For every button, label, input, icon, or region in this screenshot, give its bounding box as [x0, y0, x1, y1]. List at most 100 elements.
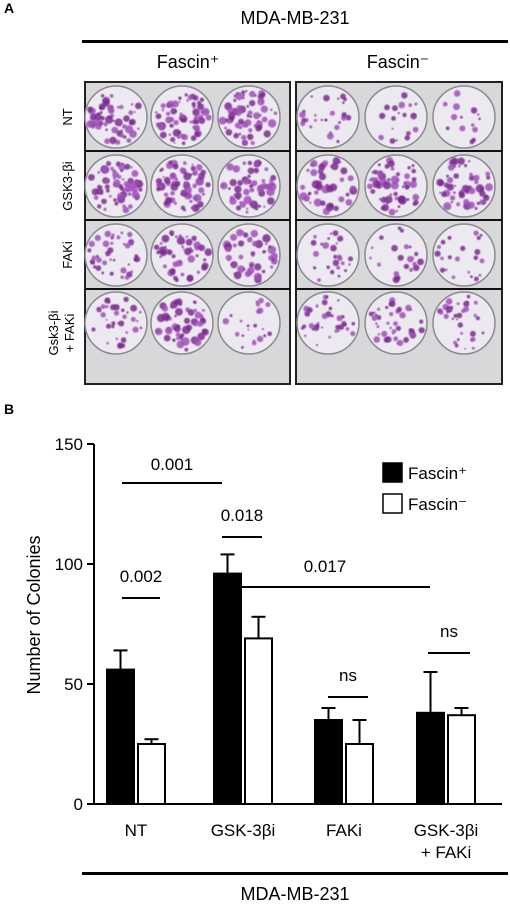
significance-label: ns: [440, 622, 458, 641]
colony: [197, 320, 204, 327]
colony: [205, 110, 209, 114]
colony: [414, 251, 419, 257]
colony: [260, 92, 266, 98]
colony: [299, 111, 306, 119]
colony: [199, 97, 205, 103]
colony: [411, 168, 417, 174]
colony: [159, 242, 163, 245]
colony: [412, 261, 417, 267]
colony: [326, 132, 334, 140]
colony: [153, 244, 160, 250]
colony: [105, 128, 108, 132]
colony: [450, 200, 454, 204]
colony: [396, 342, 399, 345]
colony: [314, 118, 317, 122]
row-label-combo-line1: Gsk3-βi: [46, 310, 61, 355]
colony: [117, 342, 124, 349]
colony: [127, 231, 133, 238]
colony: [370, 189, 376, 194]
colony: [379, 235, 384, 240]
colony: [201, 262, 209, 270]
colony: [410, 112, 417, 120]
colony: [240, 108, 243, 112]
dish-rim: [432, 291, 496, 355]
colony: [398, 196, 405, 203]
x-tick-label: GSK-3βi: [211, 821, 276, 840]
colony: [373, 185, 376, 188]
colony: [125, 331, 129, 334]
colony: [169, 123, 174, 128]
panel-a-col-label-fascin-neg: Fascin⁻: [367, 52, 430, 72]
row-label-combo-line2: + FAKi: [62, 314, 77, 353]
colony: [173, 141, 176, 144]
colony: [138, 310, 142, 314]
colony: [476, 236, 481, 240]
colony: [160, 103, 166, 109]
dish-rim: [84, 291, 148, 355]
colony: [474, 206, 478, 210]
colony: [198, 117, 206, 124]
colony: [393, 321, 398, 326]
colony: [434, 250, 441, 257]
colony: [320, 242, 323, 246]
colony: [309, 201, 312, 204]
colony: [344, 269, 348, 273]
colony: [111, 324, 115, 329]
colony: [399, 228, 404, 233]
colony: [339, 177, 345, 183]
colony: [442, 101, 448, 107]
colony: [170, 108, 177, 115]
colony: [256, 335, 264, 343]
colony: [393, 191, 398, 197]
colony: [205, 182, 211, 188]
colony: [460, 245, 466, 251]
colony: [338, 121, 341, 124]
colony: [115, 337, 119, 341]
colony: [345, 192, 350, 197]
colony: [476, 113, 480, 116]
colony: [128, 110, 134, 116]
colony: [377, 307, 381, 311]
colony: [461, 184, 470, 193]
culture-dish: [296, 291, 360, 355]
colony: [237, 180, 244, 186]
culture-dish: [364, 291, 428, 355]
colony: [93, 195, 99, 200]
panel-b-footer-bar: [82, 872, 508, 875]
colony: [154, 327, 163, 336]
colony: [154, 111, 158, 114]
colony: [184, 347, 189, 352]
colony: [170, 183, 179, 191]
colony: [381, 330, 388, 337]
colony: [156, 183, 161, 188]
colony: [474, 249, 481, 255]
colony: [191, 101, 196, 107]
colony: [131, 170, 139, 177]
colony: [403, 244, 410, 250]
colony: [304, 310, 311, 317]
colony: [237, 265, 245, 274]
legend-swatch: [382, 493, 403, 514]
colony: [129, 119, 134, 125]
colony: [327, 237, 330, 240]
colony: [246, 207, 249, 210]
colony: [450, 157, 459, 166]
colony: [182, 248, 185, 251]
colony: [193, 300, 196, 304]
colony: [393, 271, 400, 277]
significance-label: ns: [339, 666, 357, 685]
colony: [329, 232, 333, 235]
colony: [458, 192, 465, 199]
colony: [166, 326, 172, 332]
colony: [335, 242, 339, 245]
colony: [395, 139, 398, 142]
culture-dish: [217, 291, 281, 355]
colony: [445, 126, 450, 131]
colony: [471, 346, 475, 350]
colony: [229, 197, 237, 205]
y-tick-label: 50: [64, 675, 83, 694]
colony: [95, 254, 99, 258]
colony: [134, 256, 141, 263]
colony: [341, 321, 347, 327]
panel-b-letter: B: [4, 401, 14, 417]
